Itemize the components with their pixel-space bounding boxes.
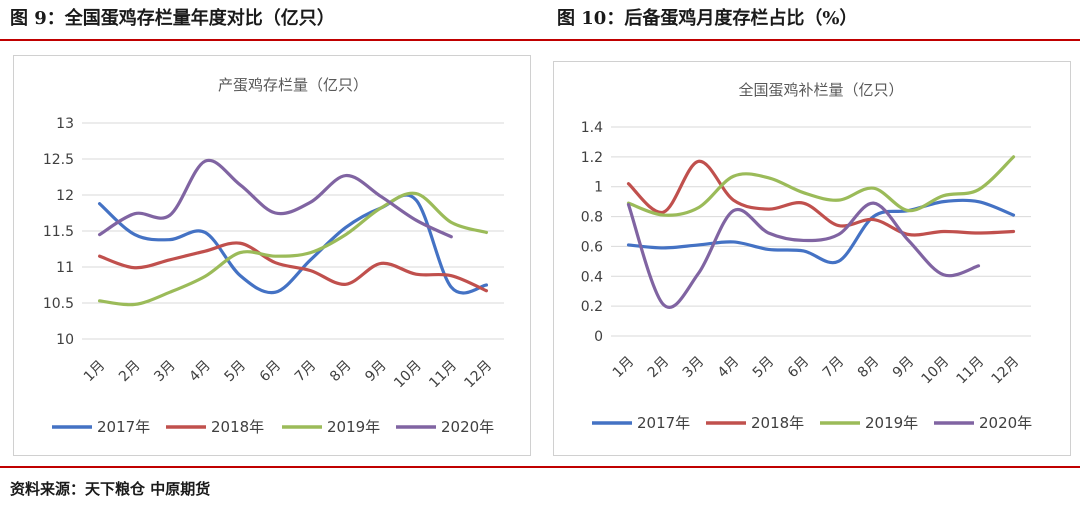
left-figure-caption: 图 9：全国蛋鸡存栏量年度对比（亿只） [10, 8, 335, 29]
y-tick-label: 13 [56, 116, 74, 132]
y-tick-label: 1.2 [581, 150, 603, 166]
y-tick-label: 1.4 [581, 120, 603, 136]
series-line-2020年 [97, 158, 453, 239]
x-tick-label: 6月 [257, 358, 285, 386]
x-tick-label: 12月 [989, 354, 1023, 388]
y-tick-label: 11.5 [43, 224, 74, 240]
chart-title: 全国蛋鸡补栏量（亿只） [738, 81, 903, 99]
x-tick-label: 3月 [151, 358, 179, 386]
x-tick-label: 2月 [116, 358, 144, 386]
x-tick-label: 10月 [391, 358, 425, 392]
x-tick-label: 8月 [855, 354, 883, 382]
x-tick-label: 3月 [680, 354, 708, 382]
x-tick-label: 9月 [362, 358, 390, 386]
legend-label: 2020年 [441, 418, 494, 436]
y-tick-label: 0.6 [581, 239, 603, 255]
x-tick-label: 12月 [461, 358, 495, 392]
y-tick-label: 0.8 [581, 210, 603, 226]
x-tick-label: 9月 [890, 354, 918, 382]
y-tick-label: 10.5 [43, 296, 74, 312]
legend-label: 2017年 [97, 418, 150, 436]
x-tick-label: 8月 [327, 358, 355, 386]
bottom-divider [0, 466, 1080, 468]
y-tick-label: 0.4 [581, 269, 603, 285]
x-tick-label: 7月 [292, 358, 320, 386]
series-line-2020年 [626, 201, 981, 309]
source-note: 资料来源：天下粮仓 中原期货 [10, 480, 211, 498]
left-chart-panel: 产蛋鸡存栏量（亿只） 13 12.5 12 11.5 11 10.5 10 1月 2月 3月 4月 5月… [13, 55, 531, 456]
legend-label: 2020年 [979, 414, 1032, 432]
y-tick-label: 12 [56, 188, 74, 204]
x-tick-label: 1月 [610, 354, 638, 382]
legend-label: 2017年 [637, 414, 690, 432]
series-line-2018年 [97, 241, 489, 293]
chart-title: 产蛋鸡存栏量（亿只） [218, 76, 368, 94]
y-tick-label: 1 [594, 180, 603, 196]
left-chart: 产蛋鸡存栏量（亿只） 13 12.5 12 11.5 11 10.5 10 1月 2月 3月 4月 5月… [43, 76, 504, 436]
series-line-2017年 [97, 193, 489, 295]
right-figure-caption: 图 10：后备蛋鸡月度存栏占比（%） [557, 8, 858, 29]
x-tick-label: 7月 [820, 354, 848, 382]
legend-label: 2019年 [865, 414, 918, 432]
series-line-2018年 [626, 159, 1016, 237]
x-tick-label: 6月 [785, 354, 813, 382]
x-tick-label: 10月 [919, 354, 953, 388]
legend-label: 2018年 [211, 418, 264, 436]
x-tick-label: 11月 [954, 354, 988, 388]
legend-label: 2019年 [327, 418, 380, 436]
top-divider [0, 39, 1080, 41]
y-tick-label: 10 [56, 332, 74, 348]
x-tick-label: 5月 [750, 354, 778, 382]
legend-label: 2018年 [751, 414, 804, 432]
y-tick-label: 0.2 [581, 299, 603, 315]
y-tick-label: 12.5 [43, 152, 74, 168]
x-tick-label: 2月 [645, 354, 673, 382]
x-tick-label: 11月 [426, 358, 460, 392]
series-line-2019年 [97, 191, 489, 307]
series-line-2017年 [626, 198, 1016, 265]
series-line-2019年 [626, 155, 1016, 217]
right-chart: 全国蛋鸡补栏量（亿只） 1.4 1.2 1 0.8 0.6 0.4 0.2 0 1月 2月 3月 4月 5… [581, 81, 1032, 432]
y-tick-label: 0 [594, 329, 603, 345]
x-tick-label: 4月 [715, 354, 743, 382]
x-tick-label: 4月 [186, 358, 214, 386]
x-tick-label: 1月 [81, 358, 109, 386]
y-tick-label: 11 [56, 260, 74, 276]
right-chart-panel: 全国蛋鸡补栏量（亿只） 1.4 1.2 1 0.8 0.6 0.4 0.2 0 1月 2月 3月 4月 5… [553, 61, 1071, 456]
x-tick-label: 5月 [222, 358, 250, 386]
